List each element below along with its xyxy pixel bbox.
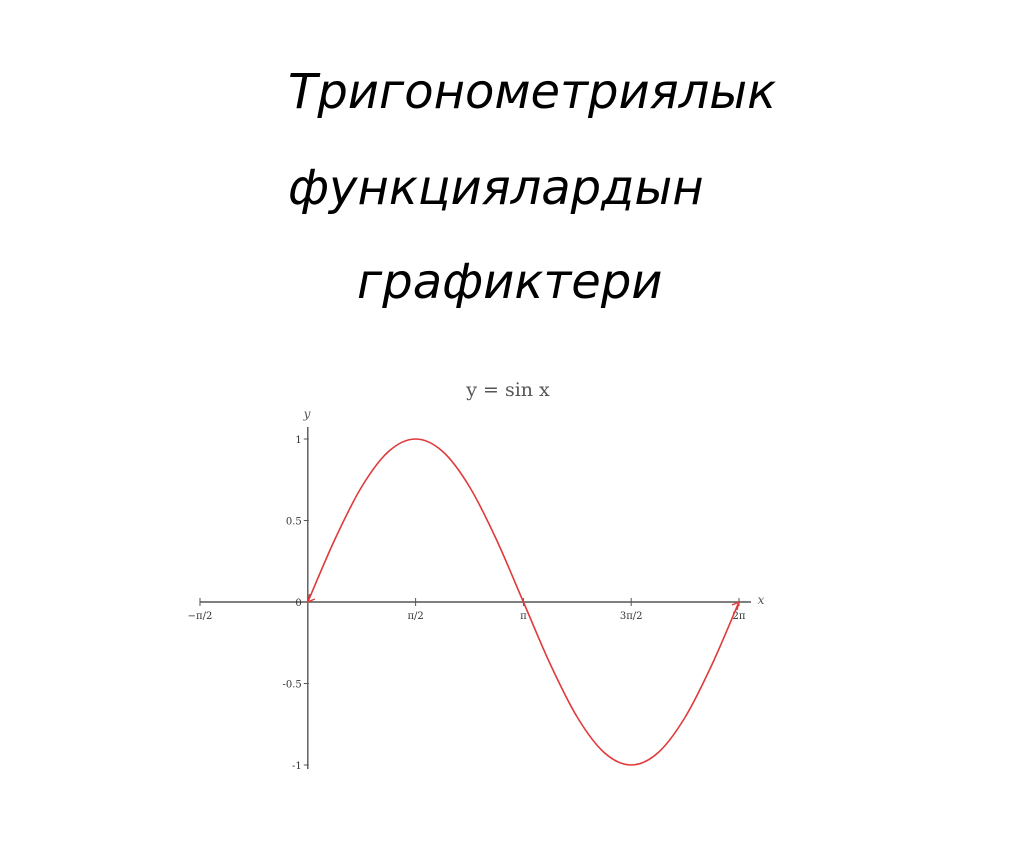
y-tick-label-0: 1 xyxy=(295,435,301,446)
y-tick-label-3: -0.5 xyxy=(283,680,302,691)
y-tick-label-4: -1 xyxy=(292,761,302,772)
x-tick-label-1: π/2 xyxy=(407,611,423,622)
y-tick-label-1: 0.5 xyxy=(286,517,302,528)
x-axis-label: x xyxy=(758,593,765,607)
slide-title-line-2: функциялардын xyxy=(288,160,704,216)
x-tick-label-3: 3π/2 xyxy=(620,611,643,622)
slide-title-line-3: графиктери xyxy=(357,254,663,310)
x-tick-label-2: π xyxy=(520,611,527,622)
series-end-marker-0 xyxy=(731,600,741,611)
chart-series xyxy=(306,438,741,766)
series-start-marker-0 xyxy=(306,593,316,604)
chart-title: y = sin x xyxy=(465,379,550,401)
y-axis-label: y xyxy=(303,407,311,421)
x-tick-label-0: −π/2 xyxy=(188,611,213,622)
chart-ticks: −π/2 π/2 π 3π/2 2π 1 0.5 0 -0.5 -1 xyxy=(188,435,746,772)
x-tick-label-4: 2π xyxy=(733,611,746,622)
slide-title-line-1: Тригонометриялык xyxy=(288,64,777,120)
series-line-0 xyxy=(307,438,740,766)
chart-axes xyxy=(200,427,751,769)
y-tick-label-2: 0 xyxy=(295,598,301,609)
